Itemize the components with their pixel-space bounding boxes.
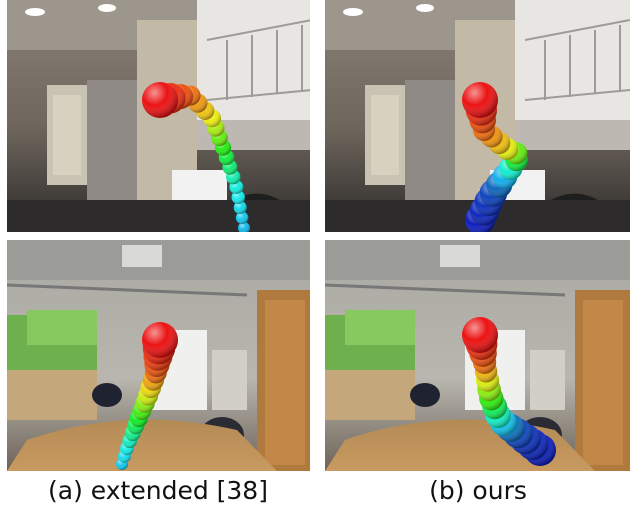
sphere-shade <box>142 322 178 358</box>
sphere-shade <box>462 82 498 118</box>
page: {"figure": {"panels": [{"caption": "(a) … <box>0 0 632 507</box>
figure: (a) extended [38] (b) ours <box>0 0 632 507</box>
sphere-shade <box>238 222 250 234</box>
sphere-shade <box>462 317 498 353</box>
sphere-shade <box>142 82 178 118</box>
caption-b: (b) ours <box>429 476 527 505</box>
caption-a: (a) extended [38] <box>48 476 268 505</box>
